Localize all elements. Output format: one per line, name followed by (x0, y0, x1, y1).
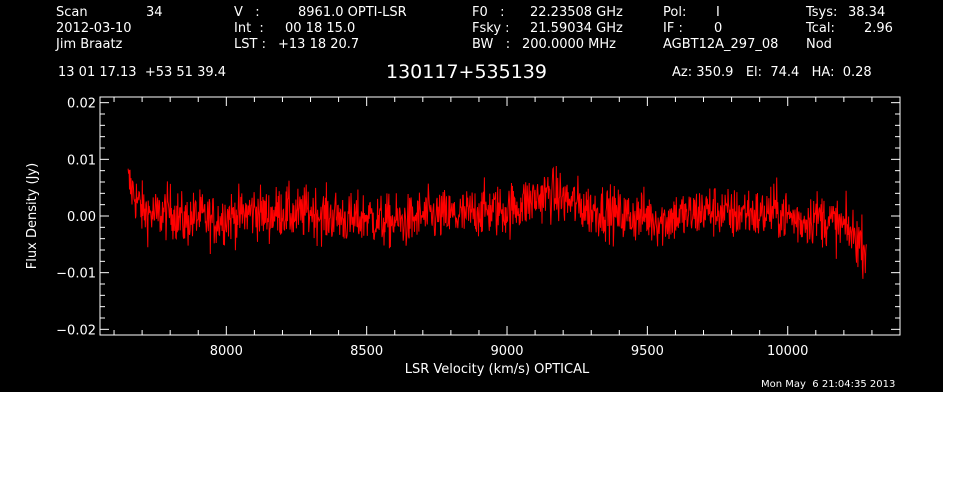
y-tick-label: 0.01 (67, 153, 96, 168)
axis-ticks (100, 97, 901, 335)
y-tick-label: 0.02 (67, 97, 96, 112)
az-el-ha: Az: 350.9 El: 74.4 HA: 0.28 (672, 65, 872, 80)
spectrum-trace-layer (127, 165, 867, 279)
fsky-value: 21.59034 GHz (530, 21, 623, 36)
polarization-value: I (716, 5, 720, 20)
spectrum-trace (127, 165, 867, 279)
x-tick-label: 9000 (490, 344, 523, 359)
source-coordinates: 13 01 17.13 +53 51 39.4 (58, 65, 227, 80)
x-axis-label: LSR Velocity (km/s) OPTICAL (405, 362, 590, 377)
obs-date: 2012-03-10 (56, 21, 132, 36)
scan-label: Scan (56, 5, 88, 20)
polarization-label: Pol: (663, 5, 687, 20)
plot-frame (99, 96, 901, 336)
y-tick-label: 0.00 (67, 210, 96, 225)
f0-label: F0 : (472, 5, 505, 20)
lst-label: LST : (234, 37, 266, 52)
tcal-label: Tcal: (806, 21, 835, 36)
f0-value: 22.23508 GHz (530, 5, 623, 20)
integration-label: Int : (234, 21, 264, 36)
y-tick-label: −0.01 (56, 267, 96, 282)
observer-name: Jim Braatz (56, 37, 123, 52)
x-tick-label: 10000 (767, 344, 808, 359)
bandwidth-value: 200.0000 MHz (522, 37, 616, 52)
fsky-label: Fsky : (472, 21, 510, 36)
if-label: IF : (663, 21, 683, 36)
plot-timestamp: Mon May 6 21:04:35 2013 (761, 379, 896, 390)
y-tick-label: −0.02 (56, 323, 96, 338)
x-tick-label: 8500 (350, 344, 383, 359)
y-axis-label: Flux Density (Jy) (25, 163, 40, 269)
source-name: 130117+535139 (386, 61, 547, 83)
observing-mode: Nod (806, 37, 832, 52)
x-tick-label: 9500 (631, 344, 664, 359)
axis-labels: 8000 8500 9000 9500 10000 −0.02 −0.01 0.00 0.01 0… (25, 97, 808, 377)
tsys-value: 38.34 (848, 5, 886, 20)
scan-value: 34 (146, 5, 163, 20)
integration-value: 00 18 15.0 (285, 21, 356, 36)
velocity-value: 8961.0 OPTI-LSR (298, 5, 407, 20)
x-tick-label: 8000 (210, 344, 243, 359)
tcal-value: 2.96 (864, 21, 893, 36)
if-value: 0 (714, 21, 723, 36)
bandwidth-label: BW : (472, 37, 511, 52)
velocity-label: V : (234, 5, 260, 20)
spectrum-chart: 8000 8500 9000 9500 10000 −0.02 −0.01 0.00 0.01 0… (25, 96, 901, 377)
tsys-label: Tsys: (806, 5, 838, 20)
project-id: AGBT12A_297_08 (663, 37, 779, 52)
lst-value: +13 18 20.7 (278, 37, 360, 52)
